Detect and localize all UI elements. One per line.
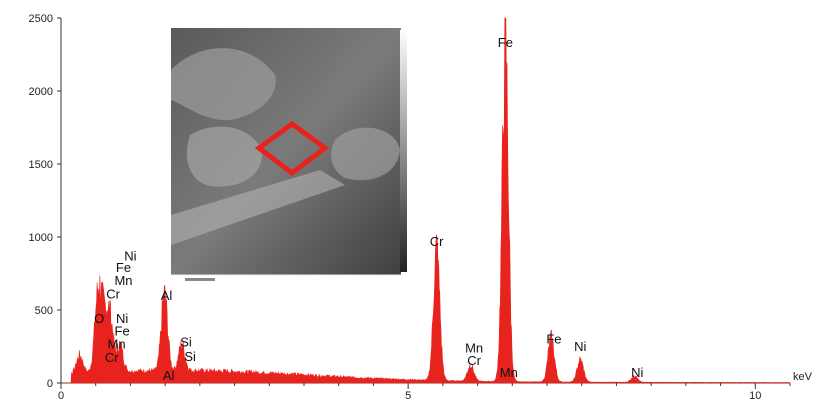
element-label: Fe [116,260,131,275]
element-label: Si [184,349,196,364]
element-label: Cr [430,234,444,249]
metal-ring-shape [186,126,263,187]
element-label: Al [163,368,175,383]
element-label: Cr [105,350,119,365]
y-tick-label: 0 [47,378,53,390]
y-tick-label: 2500 [29,13,53,25]
axes: 0 500 1000 1500 2000 2500 0 5 10 [29,13,791,399]
element-label: Fe [546,332,561,347]
element-label: Ni [116,311,128,326]
element-label: Mn [500,365,518,380]
y-tick-label: 1500 [29,159,53,171]
inset-scale-bar [185,278,215,281]
y-tick-label: 2000 [29,86,53,98]
element-label: Ni [124,248,136,263]
element-label: Si [180,335,192,350]
weld-seam-shape [171,170,345,245]
x-tick-label: 0 [58,390,64,399]
element-label: Mn [465,340,483,355]
grayscale-bar [400,30,407,272]
element-label: Ni [574,339,586,354]
element-label: O [94,311,104,326]
element-label: Mn [114,273,132,288]
sem-inset-image [171,28,407,281]
element-label: Mn [108,337,126,352]
x-tick-label: 5 [405,390,411,399]
metal-ring-shape [171,48,276,121]
x-tick-label: 10 [749,390,761,399]
spectrum-series [61,17,791,384]
element-label: Cr [106,286,120,301]
element-label: Fe [498,35,513,50]
element-label: Ni [631,365,643,380]
spectrum-area [61,17,791,384]
metal-ring-shape [331,127,400,181]
element-label: Fe [115,324,130,339]
x-axis-unit-label: keV [793,371,813,383]
y-tick-label: 1000 [29,232,53,244]
y-tick-label: 500 [35,305,53,317]
analysis-region-marker [254,120,330,177]
element-label: Cr [467,353,481,368]
element-label: Al [161,288,173,303]
